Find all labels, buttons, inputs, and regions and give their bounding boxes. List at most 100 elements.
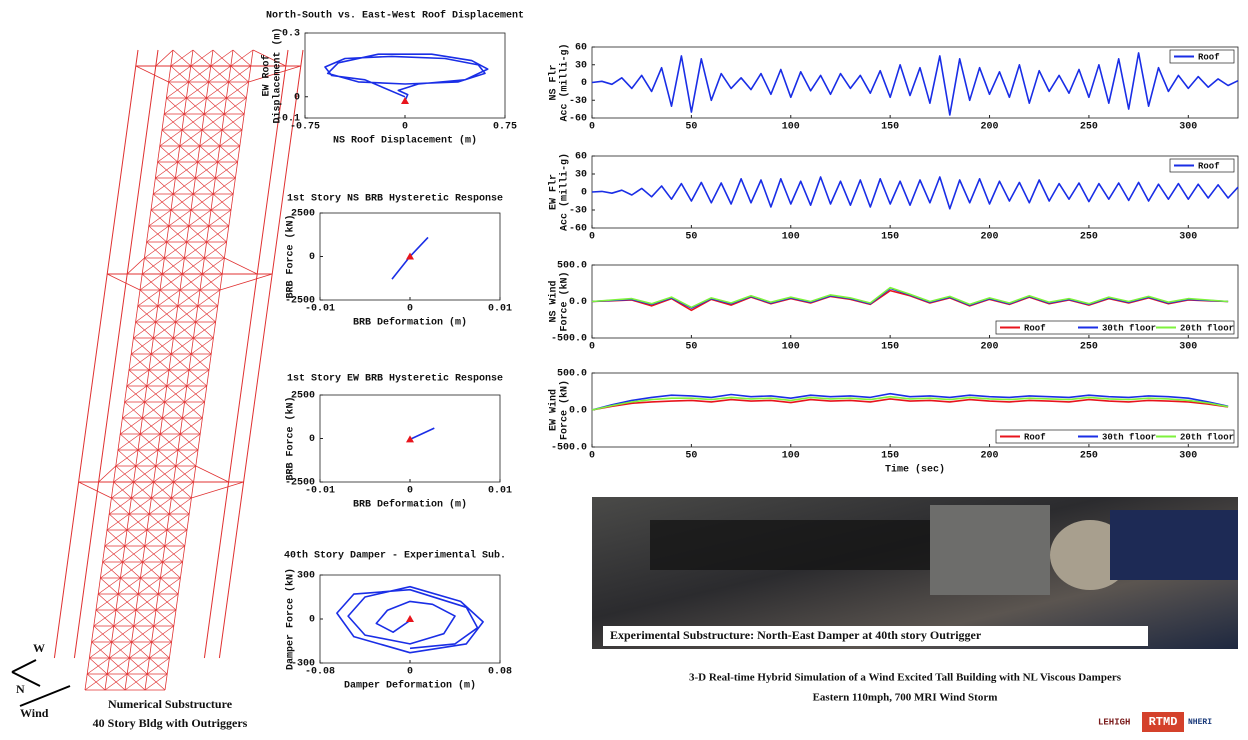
frame-member — [170, 353, 190, 371]
frame-member — [239, 129, 243, 147]
frame-member — [186, 97, 205, 115]
frame-member — [108, 513, 128, 531]
frame-member — [195, 161, 198, 179]
frame-member — [133, 609, 137, 627]
frame-member — [166, 97, 185, 115]
frame-member — [128, 513, 148, 531]
y-axis-label: BRB Force (kN) — [285, 396, 297, 480]
frame-member — [193, 321, 196, 339]
frame-member — [171, 497, 190, 515]
frame-member — [172, 49, 192, 67]
frame-member — [215, 161, 218, 179]
frame-member — [230, 65, 249, 83]
frame-member — [120, 577, 139, 595]
legend-label: 30th floor — [1102, 323, 1156, 333]
frame-member — [166, 529, 186, 547]
frame-member — [190, 49, 194, 67]
x-tick-label: 150 — [881, 122, 899, 133]
caption: 3-D Real-time Hybrid Simulation of a Win… — [689, 672, 1122, 684]
frame-member — [111, 625, 115, 643]
frame-member — [213, 321, 216, 339]
frame-member — [188, 81, 207, 99]
x-tick-label: 250 — [1080, 232, 1098, 243]
frame-member — [124, 385, 128, 403]
frame-member — [191, 481, 244, 499]
frame-member — [170, 337, 174, 355]
frame-member — [142, 417, 161, 435]
frame-member — [210, 337, 214, 355]
caption: Eastern 110mph, 700 MRI Wind Storm — [813, 692, 998, 704]
frame-member — [155, 49, 174, 67]
frame-member — [192, 177, 196, 195]
photo-cylinder — [1110, 510, 1238, 580]
frame-member — [172, 193, 192, 211]
frame-member — [126, 673, 146, 691]
compass-label: Wind — [20, 706, 49, 720]
frame-member — [224, 257, 258, 275]
frame-member — [171, 625, 175, 643]
frame-member — [107, 273, 141, 291]
frame-member — [175, 593, 179, 611]
frame-member — [183, 97, 187, 115]
frame-member — [248, 65, 301, 83]
chart-title: 1st Story EW BRB Hysteretic Response — [287, 373, 503, 385]
frame-member — [146, 241, 165, 259]
frame-member — [153, 321, 156, 339]
y-axis-label: BRB Force (kN) — [285, 214, 297, 298]
frame-member — [78, 481, 112, 499]
frame-member — [124, 545, 143, 563]
frame-member — [161, 257, 165, 275]
y-tick-label: 0.0 — [569, 406, 587, 417]
frame-member — [155, 161, 158, 179]
frame-member — [228, 209, 232, 227]
frame-member — [221, 129, 241, 147]
frame-member — [131, 625, 135, 643]
frame-member — [117, 577, 121, 595]
x-tick-label: 0.01 — [488, 304, 512, 315]
frame-member — [111, 497, 130, 515]
frame-member — [162, 561, 181, 579]
frame-member — [168, 209, 172, 227]
frame-member — [203, 49, 289, 659]
x-tick-label: 300 — [1179, 342, 1197, 353]
frame-member — [208, 353, 212, 371]
frame-member — [152, 177, 156, 195]
x-axis-label: BRB Deformation (m) — [353, 499, 467, 511]
frame-member — [150, 353, 170, 371]
frame-member — [212, 193, 232, 211]
x-tick-label: 200 — [981, 122, 999, 133]
x-tick-label: -0.08 — [305, 667, 335, 678]
frame-member — [190, 209, 210, 227]
frame-member — [133, 337, 152, 355]
frame-member — [168, 65, 172, 83]
frame-member — [188, 353, 192, 371]
current-point — [406, 435, 414, 443]
frame-member — [201, 257, 205, 275]
photo-clamp — [930, 505, 1050, 595]
frame-member — [126, 513, 130, 531]
frame-member — [179, 273, 183, 291]
frame-member — [113, 465, 117, 483]
frame-member — [181, 257, 185, 275]
frame-member — [153, 609, 157, 627]
x-tick-label: 250 — [1080, 342, 1098, 353]
frame-member — [181, 273, 201, 291]
frame-member — [126, 385, 145, 403]
series-line — [336, 585, 484, 654]
x-axis-label: Time (sec) — [885, 464, 945, 476]
x-tick-label: -0.75 — [290, 122, 320, 133]
frame-member — [226, 97, 245, 115]
frame-member — [150, 209, 170, 227]
frame-member — [97, 593, 117, 611]
frame-member — [115, 449, 119, 467]
frame-member — [203, 113, 223, 131]
frame-member — [224, 241, 227, 259]
frame-member — [148, 513, 168, 531]
frame-member — [188, 65, 192, 83]
x-tick-label: 200 — [981, 232, 999, 243]
frame-member — [252, 49, 286, 67]
frame-member — [164, 385, 168, 403]
series-line — [591, 392, 1229, 411]
frame-member — [179, 417, 183, 435]
frame-member — [128, 353, 132, 371]
